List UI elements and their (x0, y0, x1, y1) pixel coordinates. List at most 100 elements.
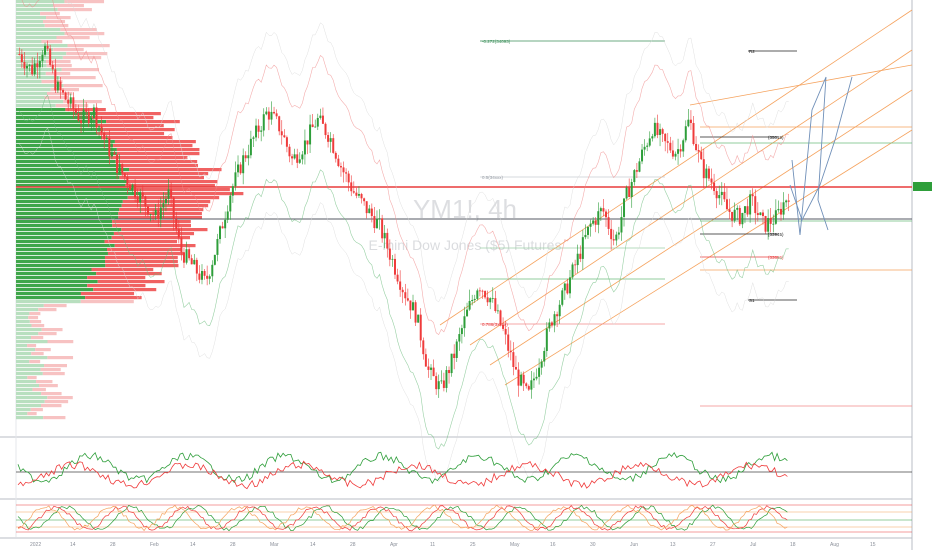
candle-body (514, 366, 517, 370)
candle-body (761, 212, 764, 217)
candle-body (355, 192, 358, 196)
time-tick: 15 (870, 542, 876, 548)
candle-body (280, 131, 283, 136)
candle-body (749, 194, 752, 215)
candle-body (303, 140, 306, 155)
candle-body (64, 92, 67, 100)
candle-body (378, 218, 381, 220)
candle-body (345, 172, 348, 174)
candle-body (244, 155, 247, 159)
candle-body (298, 159, 301, 163)
regression-channel (439, 9, 913, 386)
candle-body (67, 99, 70, 104)
candle-body (98, 126, 101, 128)
candle-body (623, 198, 626, 217)
candle-body (620, 216, 623, 233)
time-tick: Aug (830, 542, 839, 548)
candle-body (669, 142, 672, 151)
candle-body (448, 370, 451, 374)
candle-body (445, 370, 448, 388)
candle-body (332, 138, 335, 153)
candle-body (337, 158, 340, 167)
s1-label: S1 (749, 298, 755, 303)
candle-body (360, 194, 363, 199)
candle-body (206, 275, 209, 279)
candle-body (697, 150, 700, 152)
candle-body (167, 189, 170, 199)
candle-body (612, 239, 615, 241)
candle-body (213, 254, 216, 265)
level-upper-label: (35019) (768, 135, 784, 140)
candle-body (321, 115, 324, 124)
candle-body (342, 167, 345, 173)
candle-body (157, 210, 160, 220)
candle-body (278, 116, 281, 132)
candle-body (473, 298, 476, 300)
candle-body (329, 138, 332, 142)
candle-body (417, 314, 420, 323)
candle-body (728, 209, 731, 212)
candle-body (630, 182, 633, 197)
candle-body (720, 191, 723, 196)
candle-body (172, 197, 175, 220)
candle-body (453, 353, 456, 358)
candle-body (190, 258, 193, 265)
candle-body (584, 234, 587, 238)
indicator-bands (19, 0, 789, 483)
candle-body (777, 208, 780, 211)
candle-body (684, 126, 687, 141)
candle-body (195, 259, 198, 274)
candle-body (149, 214, 152, 215)
candle-body (605, 211, 608, 218)
time-axis[interactable]: 2022 14 28 Feb 14 28 Mar 14 28 Apr 11 25 May 16 30 Jun 1… (30, 542, 876, 548)
candle-body (592, 220, 595, 224)
candle-body (653, 122, 656, 137)
candle-body (713, 182, 716, 192)
candle-body (633, 170, 636, 183)
candle-body (646, 145, 649, 147)
candle-body (563, 283, 566, 291)
candle-body (466, 309, 469, 317)
candle-body (597, 211, 600, 225)
candle-body (347, 173, 350, 183)
candle-body (705, 168, 708, 179)
candle-body (152, 214, 155, 216)
candle-body (69, 97, 72, 104)
candle-body (381, 218, 384, 239)
candle-body (301, 154, 304, 160)
candle-body (185, 249, 188, 263)
candle-body (484, 291, 487, 298)
candle-body (211, 264, 214, 277)
candle-body (108, 138, 111, 157)
candle-body (432, 367, 435, 377)
candle-body (141, 192, 144, 197)
level-lower-label: (33945) (768, 232, 784, 237)
candle-body (553, 314, 556, 326)
candle-body (388, 248, 391, 260)
candle-body (324, 123, 327, 136)
candle-body (751, 194, 754, 197)
rsi-oscillator (16, 451, 912, 490)
candle-body (723, 191, 726, 200)
candle-body (412, 302, 415, 311)
candle-body (74, 108, 77, 114)
r2-label: R2 (749, 49, 755, 54)
time-tick: 27 (710, 542, 716, 548)
candle-body (319, 115, 322, 118)
candle-body (62, 90, 65, 93)
candle-body (440, 380, 443, 382)
watermark-symbol: YM1!, 4h (413, 194, 517, 224)
time-tick: 14 (70, 542, 76, 548)
candle-body (769, 218, 772, 224)
candle-body (550, 322, 553, 326)
candle-body (478, 290, 481, 292)
candle-body (311, 124, 314, 128)
candle-body (116, 154, 119, 174)
candle-body (715, 191, 718, 199)
candle-body (586, 226, 589, 235)
candle-body (291, 156, 294, 159)
candle-body (774, 210, 777, 224)
candle-body (23, 62, 26, 69)
